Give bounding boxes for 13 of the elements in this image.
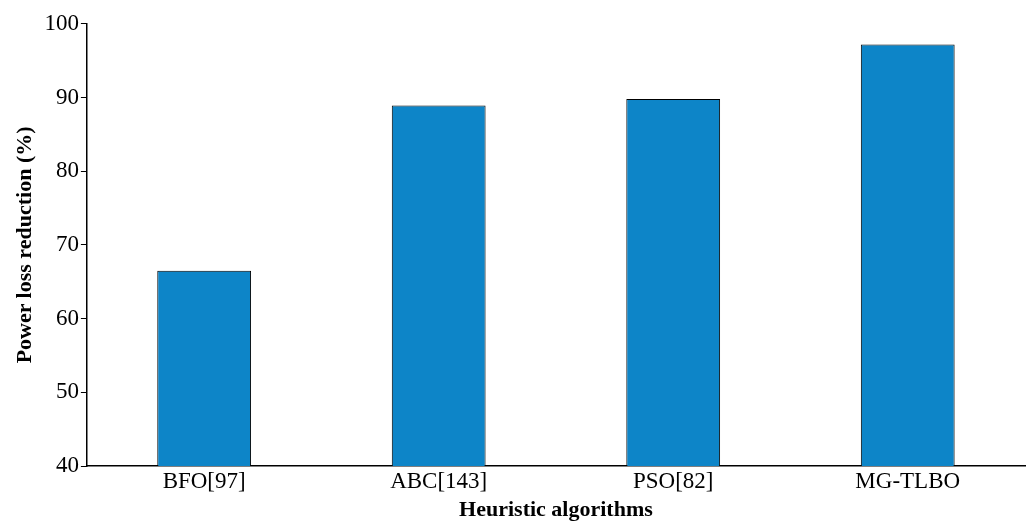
y-tick-label: 40 — [55, 452, 79, 478]
y-axis-title: Power loss reduction (%) — [10, 126, 36, 364]
y-tick-label: 50 — [55, 378, 79, 404]
x-tick-label: PSO[82] — [632, 467, 714, 493]
x-axis-title: Heuristic algorithms — [459, 496, 654, 522]
x-tick-label: MG-TLBO — [855, 467, 961, 493]
x-tick-label: ABC[143] — [390, 467, 488, 493]
y-tick-label: 100 — [44, 9, 79, 35]
y-tick-label: 70 — [55, 230, 79, 256]
x-tick-label: BFO[97] — [162, 467, 246, 493]
y-tick-label: 80 — [55, 157, 79, 183]
y-tick-label: 60 — [55, 304, 79, 330]
y-tick-label: 90 — [55, 83, 79, 109]
